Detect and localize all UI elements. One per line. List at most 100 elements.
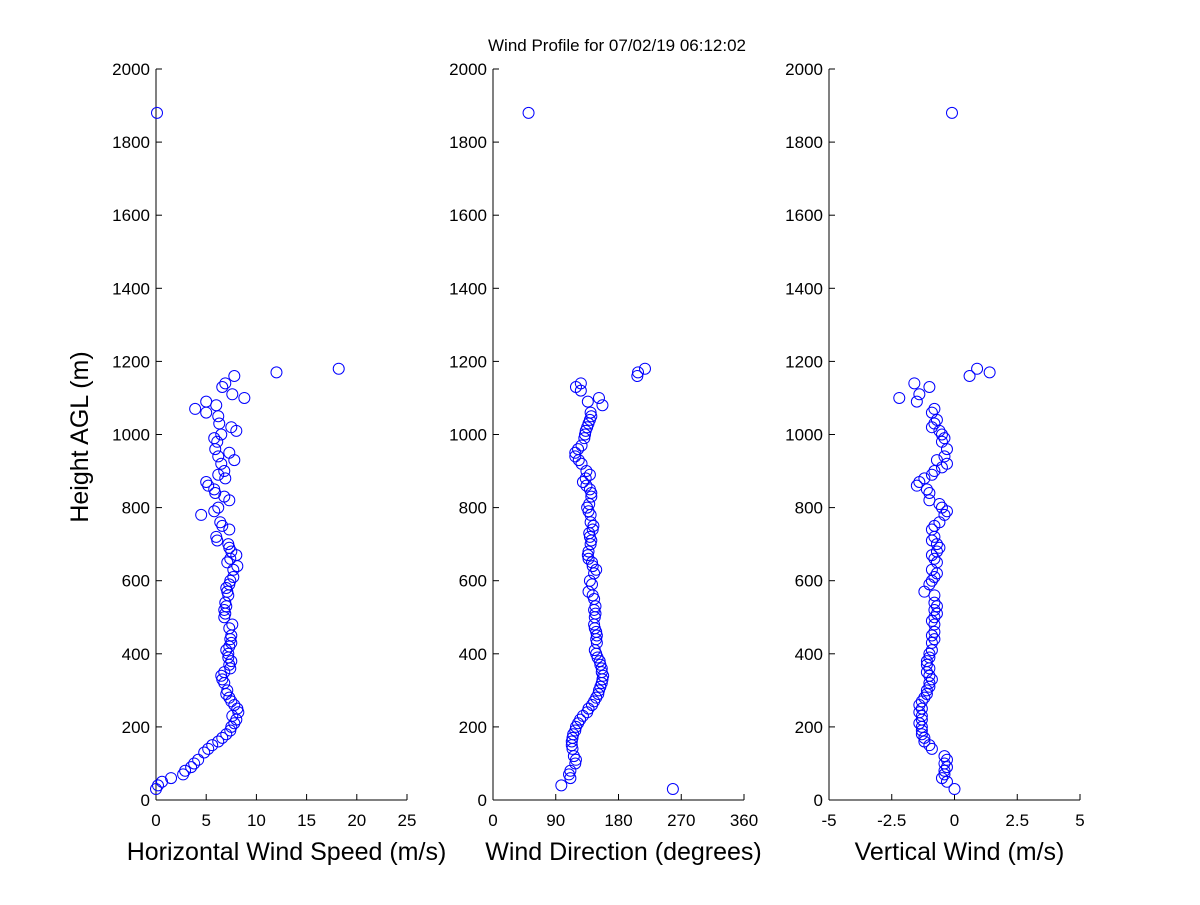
speed-y-tick-label: 1000: [112, 426, 150, 445]
direction-data-point: [592, 688, 605, 701]
speed-data-point: [188, 757, 201, 770]
speed-data-point: [230, 424, 243, 437]
vertical-y-tick-label: 1800: [785, 133, 823, 152]
speed-data-point: [223, 523, 236, 536]
vertical-data-point: [908, 377, 921, 390]
vertical-data-point: [925, 636, 938, 649]
speed-data-point: [270, 366, 283, 379]
direction-data-point: [579, 424, 592, 437]
vertical-data-point: [928, 596, 941, 609]
speed-x-tick-label: 10: [247, 811, 266, 830]
vertical-data-point: [915, 724, 928, 737]
vertical-data-point: [915, 720, 928, 733]
speed-y-tick-label: 1800: [112, 133, 150, 152]
vertical-wind-panel: 0 200 400 600 800 1000 1200 1400 1600 1800 2000 -5 -…: [785, 60, 1085, 866]
speed-data-point: [226, 388, 239, 401]
wind-direction-panel: 0 200 400 600 800 1000 1200 1400 1600 1800 2000 0 90…: [449, 60, 762, 866]
vertical-data-point: [925, 742, 938, 755]
vertical-data-point: [920, 684, 933, 697]
vertical-data-point: [923, 680, 936, 693]
vertical-data-point: [923, 677, 936, 690]
direction-data-point: [632, 366, 645, 379]
direction-y-tick-label: 400: [459, 645, 487, 664]
speed-data-point: [212, 501, 225, 514]
vertical-y-tick-label: 1600: [785, 206, 823, 225]
vertical-data-point: [945, 106, 958, 119]
speed-y-tick-label: 0: [141, 791, 150, 810]
speed-data-point: [231, 560, 244, 573]
direction-y-tick-label: 600: [459, 572, 487, 591]
vertical-data-point: [940, 775, 953, 788]
vertical-x-tick-label: 5: [1075, 811, 1084, 830]
speed-data-point: [238, 391, 251, 404]
direction-data-point: [579, 428, 592, 441]
vertical-data-point: [930, 538, 943, 551]
direction-x-tick-label: 180: [604, 811, 632, 830]
speed-data-point: [219, 472, 232, 485]
vertical-data-point: [928, 530, 941, 543]
vertical-data-point: [928, 603, 941, 616]
direction-data-point: [572, 454, 585, 467]
vertical-data-point: [948, 783, 961, 796]
speed-y-tick-label: 1400: [112, 279, 150, 298]
direction-data-point: [569, 753, 582, 766]
vertical-data-point: [925, 614, 938, 627]
direction-y-tick-label: 800: [459, 499, 487, 518]
vertical-data-point: [938, 768, 951, 781]
speed-data-point: [156, 775, 169, 788]
vertical-x-tick-label: -5: [821, 811, 836, 830]
direction-data-point: [586, 560, 599, 573]
direction-data-point: [597, 669, 610, 682]
direction-data-point: [588, 618, 601, 631]
speed-data-point: [228, 717, 241, 730]
vertical-y-tick-label: 1200: [785, 352, 823, 371]
vertical-data-point: [915, 695, 928, 708]
speed-data-point: [228, 370, 241, 383]
direction-data-point: [581, 706, 594, 719]
direction-data-point: [666, 783, 679, 796]
speed-data-point: [202, 479, 215, 492]
direction-data-point: [569, 450, 582, 463]
direction-data-point: [566, 742, 579, 755]
vertical-data-point: [940, 443, 953, 456]
vertical-y-tick-label: 2000: [785, 60, 823, 79]
direction-data-point: [574, 384, 587, 397]
vertical-data-point: [928, 618, 941, 631]
speed-data-point: [224, 552, 237, 565]
speed-x-tick-label: 15: [297, 811, 316, 830]
vertical-data-point: [928, 552, 941, 565]
speed-x-tick-label: 5: [201, 811, 210, 830]
vertical-data-point: [920, 483, 933, 496]
direction-data-point: [580, 465, 593, 478]
speed-data-point: [200, 406, 213, 419]
speed-x-tick-label: 0: [151, 811, 160, 830]
speed-data-point: [198, 746, 211, 759]
direction-data-point: [585, 534, 598, 547]
direction-data-point: [582, 552, 595, 565]
speed-x-tick-label: 25: [398, 811, 417, 830]
speed-data-point: [223, 494, 236, 507]
speed-data-point: [208, 505, 221, 518]
speed-data-point: [202, 742, 215, 755]
speed-y-tick-label: 600: [122, 572, 150, 591]
vertical-data-point: [920, 658, 933, 671]
vertical-data-point: [913, 698, 926, 711]
direction-y-tick-label: 1600: [449, 206, 487, 225]
direction-data-point: [567, 750, 580, 763]
vertical-y-tick-label: 0: [814, 791, 823, 810]
vertical-y-tick-label: 1400: [785, 279, 823, 298]
vertical-data-point: [928, 625, 941, 638]
direction-data-point: [590, 691, 603, 704]
direction-data-point: [587, 519, 600, 532]
direction-x-tick-label: 270: [667, 811, 695, 830]
vertical-y-tick-label: 1000: [785, 426, 823, 445]
vertical-data-point: [928, 589, 941, 602]
direction-x-tick-label: 0: [488, 811, 497, 830]
direction-data-point: [555, 779, 568, 792]
speed-data-point: [150, 783, 162, 796]
vertical-data-point: [925, 673, 938, 686]
direction-data-point: [590, 629, 603, 642]
vertical-data-point: [933, 541, 946, 554]
